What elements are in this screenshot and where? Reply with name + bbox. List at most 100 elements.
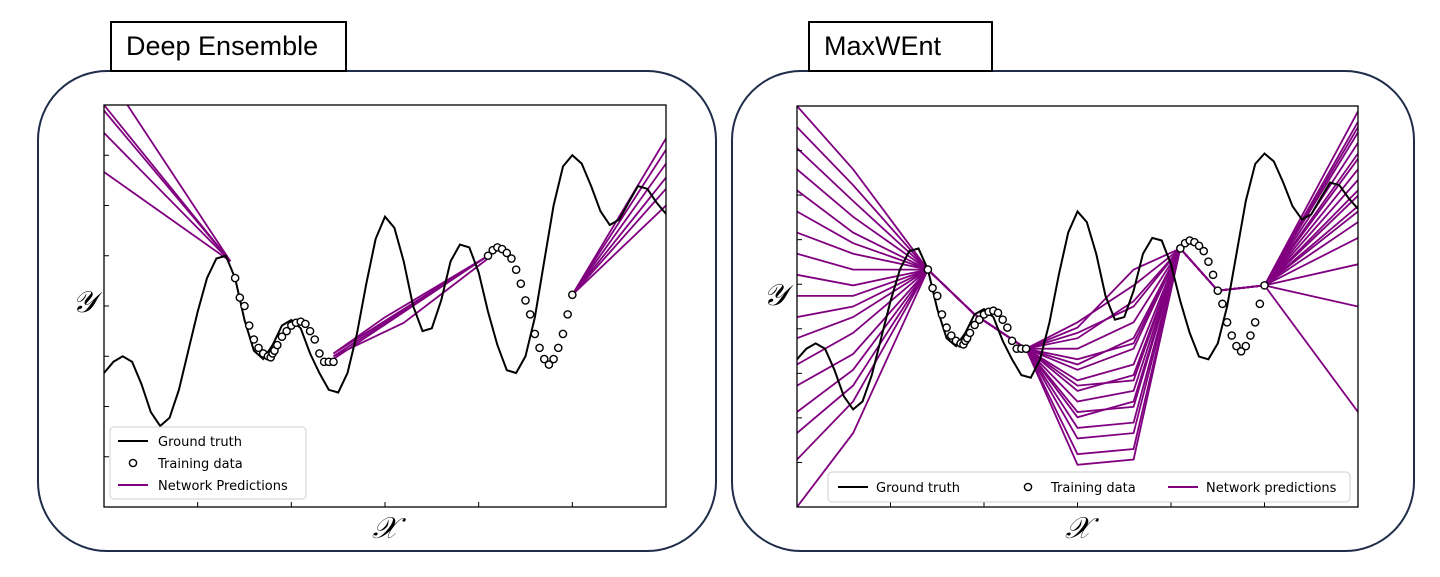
mw-training-point xyxy=(1194,241,1204,251)
de-prediction-line xyxy=(104,105,232,262)
mw-legend: Ground truth Training data Network predict… xyxy=(827,471,1351,503)
de-prediction-line xyxy=(332,255,489,355)
mw-prediction-line xyxy=(797,147,1358,350)
mw-training-point xyxy=(1199,246,1209,256)
de-training-point xyxy=(511,265,521,275)
de-prediction-line xyxy=(126,105,232,262)
mw-legend-label: Network predictions xyxy=(1206,481,1337,496)
mw-training-point xyxy=(1204,257,1213,266)
de-training-point xyxy=(521,296,530,305)
de-prediction-line xyxy=(571,163,666,296)
de-training-point xyxy=(525,310,535,319)
de-training-point xyxy=(329,357,338,367)
mw-training-point xyxy=(1176,244,1185,253)
de-training-point xyxy=(235,293,245,302)
de-training-point xyxy=(558,329,568,339)
de-training-point xyxy=(530,329,540,339)
mw-legend-box xyxy=(827,471,1351,503)
de-training-point xyxy=(254,343,263,353)
de-training-point xyxy=(563,310,572,319)
mw-training-point xyxy=(946,331,956,340)
de-prediction-line xyxy=(571,177,666,296)
de-training-point xyxy=(539,354,549,364)
mw-training-point xyxy=(942,323,951,332)
mw-prediction-line xyxy=(797,152,1358,350)
de-training-point xyxy=(244,321,254,330)
maxwent-title-text: MaxWEnt xyxy=(824,31,942,61)
mw-training-point xyxy=(970,320,979,330)
mw-training-point xyxy=(1213,286,1223,295)
mw-training-point xyxy=(1255,299,1265,309)
mw-y-axis-label: 𝒴 xyxy=(763,278,794,313)
mw-training-point xyxy=(928,283,937,293)
deep-ensemble-title: Deep Ensemble xyxy=(110,21,347,72)
de-training-point xyxy=(553,343,563,353)
mw-legend-training-swatch xyxy=(1023,482,1033,492)
mw-training-point xyxy=(1236,347,1246,356)
de-training-point xyxy=(568,290,577,300)
de-training-point xyxy=(315,349,324,358)
mw-plot-area xyxy=(797,106,1358,507)
de-training-point xyxy=(516,279,526,288)
mw-training-point xyxy=(975,315,984,324)
mw-training-point xyxy=(1021,344,1031,354)
mw-training-point xyxy=(1241,341,1251,351)
de-training-point xyxy=(305,326,315,336)
de-legend-label: Training data xyxy=(157,457,243,472)
de-training-point xyxy=(240,301,249,311)
mw-training-point xyxy=(1222,318,1232,327)
de-training-point xyxy=(277,332,287,342)
mw-prediction-line xyxy=(797,126,1358,387)
maxwent-title: MaxWEnt xyxy=(808,21,993,72)
de-prediction-line xyxy=(571,204,666,296)
mw-training-point xyxy=(1218,299,1227,309)
de-training-point xyxy=(282,326,291,336)
mw-training-point xyxy=(1260,281,1269,290)
de-prediction-line xyxy=(333,257,489,358)
de-legend-box xyxy=(109,426,307,500)
de-plot-area xyxy=(104,105,666,428)
de-legend-label: Ground truth xyxy=(158,435,242,450)
de-prediction-line xyxy=(104,171,231,263)
mw-training-point xyxy=(1227,331,1237,340)
de-training-point xyxy=(549,354,558,364)
de-training-point xyxy=(502,248,512,258)
de-ground-truth-line xyxy=(104,153,666,428)
de-training-point xyxy=(544,360,554,369)
de-prediction-line xyxy=(333,255,489,360)
mw-training-point xyxy=(1232,341,1241,351)
de-prediction-line xyxy=(571,188,666,296)
mw-x-axis-label: 𝒳 xyxy=(1065,511,1099,546)
mw-training-point xyxy=(1003,323,1012,332)
mw-ground-truth-line xyxy=(797,152,1358,411)
mw-training-point xyxy=(932,291,942,301)
de-training-point xyxy=(272,340,282,350)
de-training-point xyxy=(249,335,259,344)
de-training-point xyxy=(301,319,310,329)
mw-training-point xyxy=(937,310,947,319)
mw-legend-label: Ground truth xyxy=(876,481,960,496)
de-training-point xyxy=(535,343,544,353)
mw-training-point xyxy=(965,328,975,338)
de-training-point xyxy=(507,254,516,263)
mw-training-point xyxy=(1250,318,1260,327)
mw-training-point xyxy=(1246,331,1255,340)
mw-training-point xyxy=(1208,270,1218,280)
mw-legend-label: Training data xyxy=(1050,481,1136,496)
de-training-point xyxy=(310,335,320,344)
mw-training-point xyxy=(923,265,933,274)
de-legend-training-swatch xyxy=(128,458,138,468)
mw-training-point xyxy=(998,315,1008,324)
de-prediction-line xyxy=(571,149,666,296)
de-prediction-line xyxy=(571,138,666,296)
mw-training-point xyxy=(1007,336,1017,346)
mw-axes-frame xyxy=(796,105,1359,508)
de-training-point xyxy=(230,273,240,283)
deep-ensemble-title-text: Deep Ensemble xyxy=(126,31,319,61)
de-legend-label: Network Predictions xyxy=(158,479,288,494)
de-prediction-line xyxy=(104,132,232,262)
mw-training-point xyxy=(993,308,1003,318)
de-training-point xyxy=(483,251,493,261)
